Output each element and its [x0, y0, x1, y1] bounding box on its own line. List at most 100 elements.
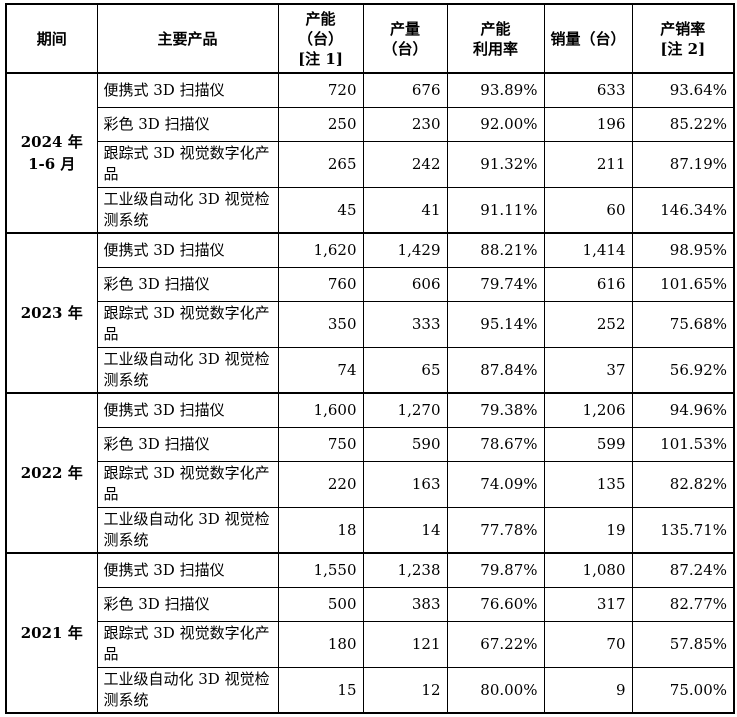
- table-row: 2023 年 便携式 3D 扫描仪 1,620 1,429 88.21% 1,414 98.…: [5, 232, 735, 394]
- table-row: 彩色 3D 扫描仪 760 606 79.74% 616 101.65%: [6, 266, 735, 302]
- output-cell: 230: [362, 106, 448, 142]
- sales-rate-cell: 75.00%: [631, 666, 735, 714]
- output-cell: 121: [362, 620, 448, 668]
- table-row: 工业级自动化 3D 视觉检测系统 15 12 80.00% 9 75.00%: [6, 666, 735, 714]
- product-name-cell: 便携式 3D 扫描仪: [96, 392, 279, 428]
- product-name-cell: 彩色 3D 扫描仪: [96, 266, 279, 302]
- header-output: 产量 （台）: [362, 3, 448, 74]
- output-cell: 14: [362, 506, 448, 554]
- table-row: 跟踪式 3D 视觉数字化产品 265 242 91.32% 211 87.19%: [6, 140, 735, 188]
- sales-cell: 633: [543, 72, 633, 108]
- sales-rate-cell: 101.65%: [631, 266, 735, 302]
- header-row: 期间 主要产品 产能 （台） [注 1] 产量 （台） 产能 利用率 销量（台）…: [5, 3, 735, 74]
- sales-rate-cell: 101.53%: [631, 426, 735, 462]
- utilization-cell: 79.38%: [446, 392, 545, 428]
- capacity-cell: 500: [277, 586, 364, 622]
- header-utilization: 产能 利用率: [446, 3, 545, 74]
- header-output-line: 产量: [389, 19, 420, 38]
- sales-cell: 1,414: [543, 232, 633, 268]
- sales-cell: 317: [543, 586, 633, 622]
- sales-rate-cell: 82.82%: [631, 460, 735, 508]
- header-output-line: （台）: [382, 39, 428, 58]
- header-utilization-line: 利用率: [472, 39, 518, 58]
- capacity-cell: 750: [277, 426, 364, 462]
- sales-cell: 252: [543, 300, 633, 348]
- output-cell: 242: [362, 140, 448, 188]
- sales-cell: 1,080: [543, 552, 633, 588]
- period-group: 2022 年 便携式 3D 扫描仪 1,600 1,270 79.38% 1,206 94.…: [5, 392, 735, 554]
- utilization-cell: 77.78%: [446, 506, 545, 554]
- output-cell: 1,270: [362, 392, 448, 428]
- period-group: 2023 年 便携式 3D 扫描仪 1,620 1,429 88.21% 1,414 98.…: [5, 232, 735, 394]
- output-cell: 606: [362, 266, 448, 302]
- product-name-cell: 工业级自动化 3D 视觉检测系统: [96, 346, 279, 394]
- product-name-cell: 工业级自动化 3D 视觉检测系统: [96, 506, 279, 554]
- utilization-cell: 78.67%: [446, 426, 545, 462]
- utilization-cell: 87.84%: [446, 346, 545, 394]
- capacity-cell: 1,620: [277, 232, 364, 268]
- output-cell: 41: [362, 186, 448, 234]
- table-row: 彩色 3D 扫描仪 750 590 78.67% 599 101.53%: [6, 426, 735, 462]
- product-name-cell: 跟踪式 3D 视觉数字化产品: [96, 620, 279, 668]
- table-row: 彩色 3D 扫描仪 500 383 76.60% 317 82.77%: [6, 586, 735, 622]
- utilization-cell: 91.11%: [446, 186, 545, 234]
- utilization-cell: 95.14%: [446, 300, 545, 348]
- sales-rate-cell: 87.19%: [631, 140, 735, 188]
- capacity-cell: 45: [277, 186, 364, 234]
- period-cell: 2023 年: [5, 232, 98, 394]
- table-row: 跟踪式 3D 视觉数字化产品 220 163 74.09% 135 82.82%: [6, 460, 735, 508]
- utilization-cell: 67.22%: [446, 620, 545, 668]
- sales-rate-cell: 146.34%: [631, 186, 735, 234]
- product-name-cell: 工业级自动化 3D 视觉检测系统: [96, 666, 279, 714]
- utilization-cell: 92.00%: [446, 106, 545, 142]
- capacity-cell: 720: [277, 72, 364, 108]
- period-label: 2024 年: [20, 133, 83, 151]
- period-cell: 2024 年 1-6 月: [5, 72, 98, 234]
- capacity-cell: 74: [277, 346, 364, 394]
- product-name-cell: 跟踪式 3D 视觉数字化产品: [96, 460, 279, 508]
- sales-rate-cell: 87.24%: [631, 552, 735, 588]
- utilization-cell: 91.32%: [446, 140, 545, 188]
- utilization-cell: 80.00%: [446, 666, 545, 714]
- product-name-cell: 跟踪式 3D 视觉数字化产品: [96, 300, 279, 348]
- sales-rate-cell: 93.64%: [631, 72, 735, 108]
- table-row: 跟踪式 3D 视觉数字化产品 180 121 67.22% 70 57.85%: [6, 620, 735, 668]
- sales-cell: 9: [543, 666, 633, 714]
- output-cell: 65: [362, 346, 448, 394]
- capacity-cell: 350: [277, 300, 364, 348]
- utilization-cell: 79.74%: [446, 266, 545, 302]
- product-name-cell: 便携式 3D 扫描仪: [96, 72, 279, 108]
- capacity-cell: 1,600: [277, 392, 364, 428]
- capacity-cell: 250: [277, 106, 364, 142]
- header-capacity: 产能 （台） [注 1]: [277, 3, 364, 74]
- capacity-cell: 15: [277, 666, 364, 714]
- table-row: 2024 年 1-6 月 便携式 3D 扫描仪 720 676 93.89% 633 93.6…: [5, 72, 735, 234]
- header-product: 主要产品: [96, 3, 279, 74]
- capacity-cell: 760: [277, 266, 364, 302]
- header-capacity-line: 产能: [305, 9, 336, 28]
- output-cell: 12: [362, 666, 448, 714]
- output-cell: 1,238: [362, 552, 448, 588]
- product-name-cell: 工业级自动化 3D 视觉检测系统: [96, 186, 279, 234]
- output-cell: 163: [362, 460, 448, 508]
- sales-cell: 37: [543, 346, 633, 394]
- table-row: 彩色 3D 扫描仪 250 230 92.00% 196 85.22%: [6, 106, 735, 142]
- header-utilization-line: 产能: [480, 19, 511, 38]
- sales-rate-cell: 85.22%: [631, 106, 735, 142]
- sales-cell: 1,206: [543, 392, 633, 428]
- product-name-cell: 跟踪式 3D 视觉数字化产品: [96, 140, 279, 188]
- sales-cell: 19: [543, 506, 633, 554]
- sales-cell: 60: [543, 186, 633, 234]
- utilization-cell: 93.89%: [446, 72, 545, 108]
- sales-rate-cell: 98.95%: [631, 232, 735, 268]
- header-sales-rate-line: 产销率: [660, 19, 706, 38]
- product-name-cell: 便携式 3D 扫描仪: [96, 232, 279, 268]
- utilization-cell: 76.60%: [446, 586, 545, 622]
- table-row: 工业级自动化 3D 视觉检测系统 18 14 77.78% 19 135.71%: [6, 506, 735, 554]
- capacity-cell: 1,550: [277, 552, 364, 588]
- capacity-cell: 265: [277, 140, 364, 188]
- sales-rate-cell: 135.71%: [631, 506, 735, 554]
- output-cell: 383: [362, 586, 448, 622]
- utilization-cell: 74.09%: [446, 460, 545, 508]
- header-capacity-line: （台）: [297, 29, 343, 48]
